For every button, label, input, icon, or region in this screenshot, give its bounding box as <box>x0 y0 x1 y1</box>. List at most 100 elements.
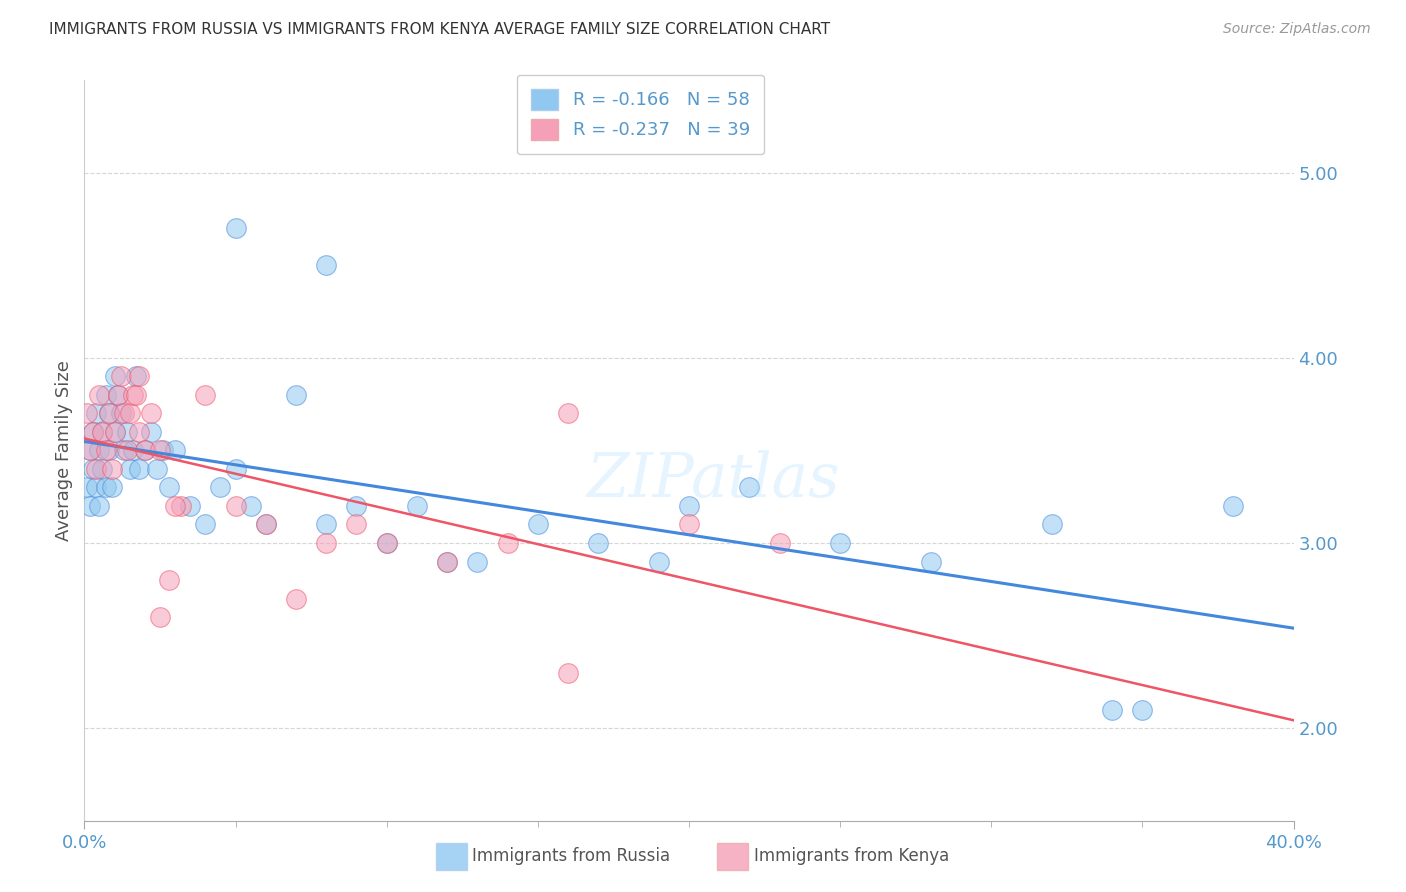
Point <box>121 443 143 458</box>
Point <box>557 665 579 680</box>
Point <box>115 425 138 439</box>
Point <box>436 555 458 569</box>
Text: Immigrants from Kenya: Immigrants from Kenya <box>754 847 949 865</box>
Point <box>678 499 700 513</box>
Point <box>125 369 148 384</box>
Point <box>91 425 114 439</box>
Point <box>128 425 150 439</box>
Point <box>769 536 792 550</box>
Point <box>97 406 120 420</box>
Point <box>139 406 162 420</box>
Point <box>149 443 172 458</box>
Point <box>467 555 489 569</box>
Point <box>1101 703 1123 717</box>
Point <box>557 406 579 420</box>
Point <box>82 425 104 439</box>
Point <box>118 462 141 476</box>
Point <box>79 443 101 458</box>
Point <box>76 406 98 420</box>
Point <box>225 462 247 476</box>
Point <box>179 499 201 513</box>
Point <box>89 499 111 513</box>
Point <box>79 499 101 513</box>
Point <box>110 369 132 384</box>
Point <box>1040 517 1063 532</box>
Point <box>165 499 187 513</box>
Point <box>91 462 114 476</box>
Point <box>128 369 150 384</box>
Text: IMMIGRANTS FROM RUSSIA VS IMMIGRANTS FROM KENYA AVERAGE FAMILY SIZE CORRELATION : IMMIGRANTS FROM RUSSIA VS IMMIGRANTS FRO… <box>49 22 831 37</box>
Point <box>170 499 193 513</box>
Point <box>375 536 398 550</box>
Point <box>225 499 247 513</box>
Point <box>588 536 610 550</box>
Point <box>194 388 217 402</box>
Point <box>139 425 162 439</box>
Point <box>76 480 98 494</box>
Point <box>527 517 550 532</box>
Point <box>1222 499 1244 513</box>
Text: ZIPatlas: ZIPatlas <box>586 450 839 510</box>
Point <box>285 388 308 402</box>
Point <box>94 480 117 494</box>
Point <box>107 388 129 402</box>
Point <box>110 406 132 420</box>
Point <box>209 480 232 494</box>
Point <box>97 406 120 420</box>
Point <box>225 221 247 235</box>
Point <box>94 443 117 458</box>
Point <box>86 462 108 476</box>
Point <box>678 517 700 532</box>
Point <box>315 259 337 273</box>
Point <box>346 517 368 532</box>
Point <box>146 462 169 476</box>
Point <box>82 462 104 476</box>
Point <box>436 555 458 569</box>
Point <box>920 555 942 569</box>
Point <box>648 555 671 569</box>
Point <box>496 536 519 550</box>
Point <box>94 388 117 402</box>
Point <box>104 425 127 439</box>
Point <box>89 388 111 402</box>
Point <box>194 517 217 532</box>
Point <box>346 499 368 513</box>
Point <box>1130 703 1153 717</box>
Point <box>112 443 135 458</box>
Legend: R = -0.166   N = 58, R = -0.237   N = 39: R = -0.166 N = 58, R = -0.237 N = 39 <box>517 75 765 154</box>
Point <box>738 480 761 494</box>
Point <box>86 480 108 494</box>
Point <box>285 591 308 606</box>
Point <box>100 462 122 476</box>
Point <box>134 443 156 458</box>
Point <box>112 406 135 420</box>
Point <box>254 517 277 532</box>
Point <box>375 536 398 550</box>
Point <box>118 406 141 420</box>
Point <box>104 425 127 439</box>
Point <box>91 425 114 439</box>
Point <box>79 443 101 458</box>
Point <box>157 573 180 587</box>
Point <box>165 443 187 458</box>
Point <box>107 388 129 402</box>
Point <box>97 443 120 458</box>
Point <box>104 369 127 384</box>
Point <box>157 480 180 494</box>
Point <box>121 388 143 402</box>
Y-axis label: Average Family Size: Average Family Size <box>55 360 73 541</box>
Point <box>830 536 852 550</box>
Point <box>149 610 172 624</box>
Point <box>254 517 277 532</box>
Point <box>125 388 148 402</box>
Point <box>134 443 156 458</box>
Point <box>315 536 337 550</box>
Point <box>315 517 337 532</box>
Point <box>100 480 122 494</box>
Point <box>128 462 150 476</box>
Text: Source: ZipAtlas.com: Source: ZipAtlas.com <box>1223 22 1371 37</box>
Point <box>86 406 108 420</box>
Point <box>82 425 104 439</box>
Point <box>406 499 429 513</box>
Point <box>239 499 262 513</box>
